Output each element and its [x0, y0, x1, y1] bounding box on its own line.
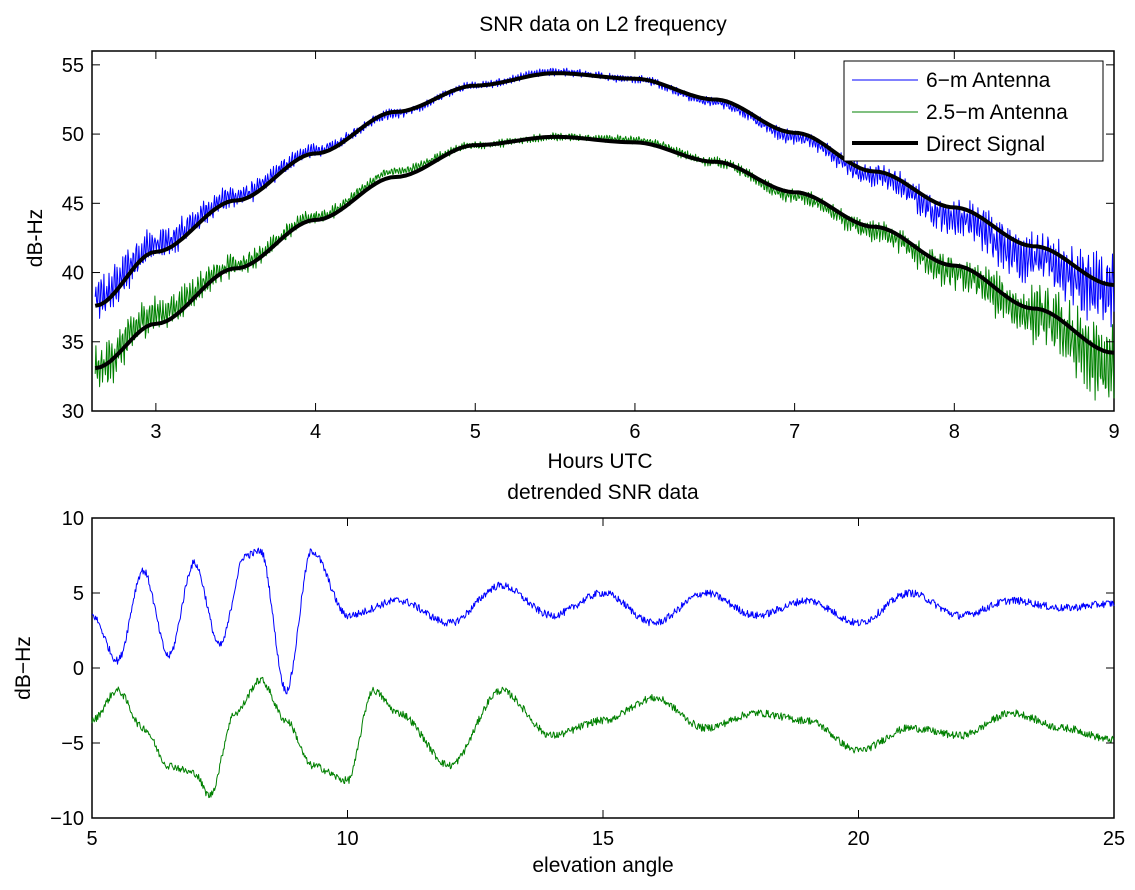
- plot-bottom-ylabel: dB−Hz: [12, 636, 35, 700]
- plot-top-legend: 6−m Antenna 2.5−m Antenna Direct Signal: [843, 60, 1104, 162]
- series-2-5m-antenna-line: [94, 132, 1115, 401]
- y-tick-label: 45: [62, 193, 84, 215]
- y-tick-label: 10: [62, 508, 84, 530]
- y-tick-label: 0: [73, 658, 84, 680]
- plot-bottom-ticks-group: 5 10 15 20 25 −10 −5 0 5 10: [50, 508, 1125, 850]
- plot-top-title: SNR data on L2 frequency: [479, 13, 727, 36]
- y-tick-label: 50: [62, 124, 84, 146]
- x-tick-label: 5: [470, 421, 481, 443]
- legend-label-2-5m: 2.5−m Antenna: [926, 101, 1068, 124]
- x-tick-label: 8: [949, 421, 960, 443]
- y-tick-label: −10: [50, 808, 84, 830]
- x-tick-label: 4: [310, 421, 321, 443]
- plot-top-xlabel: Hours UTC: [547, 450, 652, 473]
- plot-top-ylabel: dB-Hz: [24, 209, 47, 267]
- x-tick-label: 20: [847, 828, 869, 850]
- series-6m-antenna-line: [91, 547, 1115, 695]
- series-direct-signal-line: [94, 71, 1115, 308]
- series-direct-signal-line: [94, 134, 1115, 371]
- x-tick-label: 6: [629, 421, 640, 443]
- y-tick-label: 55: [62, 55, 84, 77]
- x-tick-label: 10: [336, 828, 358, 850]
- y-tick-label: 30: [62, 401, 84, 423]
- series-2-5m-antenna-line: [91, 676, 1115, 799]
- y-tick-label: 5: [73, 583, 84, 605]
- plot-bottom-title: detrended SNR data: [507, 481, 699, 504]
- x-tick-label: 7: [789, 421, 800, 443]
- plot-bottom-xlabel: elevation angle: [532, 854, 673, 877]
- plot-bottom-detrended: 5 10 15 20 25 −10 −5 0 5 10 detrended SNR data el…: [12, 481, 1125, 877]
- plot-bottom-series-group: [91, 547, 1115, 799]
- y-tick-label: −5: [61, 733, 84, 755]
- x-tick-label: 9: [1108, 421, 1119, 443]
- y-tick-label: 40: [62, 263, 84, 285]
- x-tick-label: 25: [1103, 828, 1125, 850]
- x-tick-label: 3: [150, 421, 161, 443]
- legend-label-direct: Direct Signal: [926, 133, 1045, 156]
- plot-top-series-group: [94, 67, 1115, 401]
- y-tick-label: 35: [62, 332, 84, 354]
- legend-label-6m: 6−m Antenna: [926, 69, 1051, 92]
- x-tick-label: 15: [592, 828, 614, 850]
- plot-bottom-frame: [91, 517, 1115, 819]
- x-tick-label: 5: [86, 828, 97, 850]
